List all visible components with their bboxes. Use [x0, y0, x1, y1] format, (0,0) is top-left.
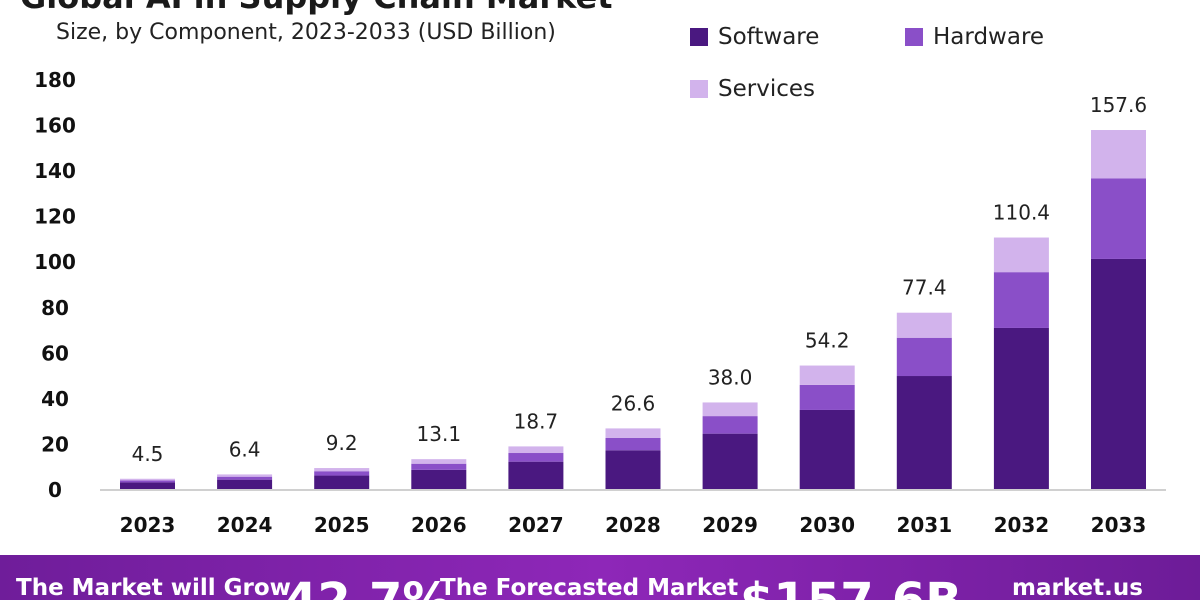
- data-label-total: 13.1: [417, 422, 462, 446]
- data-label-total: 38.0: [708, 365, 753, 389]
- bar-segment-software: [799, 409, 855, 489]
- bar-segment-software: [411, 469, 467, 489]
- data-label-total: 54.2: [805, 329, 850, 353]
- legend-label-hardware: Hardware: [933, 24, 1045, 50]
- x-tick-label: 2024: [217, 513, 273, 537]
- bar-segment-software: [314, 475, 370, 489]
- bar-segment-hardware: [508, 453, 564, 462]
- bar-segment-software: [702, 433, 758, 489]
- bar-segment-services: [217, 474, 273, 477]
- bar-segment-software: [605, 450, 661, 489]
- banner-market-size: $157.6B: [740, 573, 962, 600]
- x-tick-label: 2033: [1091, 513, 1147, 537]
- bar-segment-services: [896, 312, 952, 338]
- legend-swatch-hardware: [905, 28, 923, 46]
- data-label-total: 9.2: [326, 431, 358, 455]
- x-tick-label: 2026: [411, 513, 467, 537]
- bar-segment-services: [1091, 130, 1146, 179]
- data-label-total: 77.4: [902, 276, 947, 300]
- bar-segment-hardware: [120, 480, 175, 483]
- y-tick-label: 80: [41, 296, 69, 320]
- bar-segment-hardware: [605, 437, 661, 451]
- x-tick-label: 2025: [314, 513, 370, 537]
- data-label-total: 6.4: [229, 437, 261, 461]
- x-tick-label: 2032: [994, 513, 1050, 537]
- x-tick-label: 2030: [799, 513, 855, 537]
- x-tick-label: 2031: [896, 513, 952, 537]
- bar-segment-software: [896, 376, 952, 489]
- bar-segment-services: [508, 446, 564, 454]
- bar-segment-software: [217, 479, 273, 489]
- legend-label-software: Software: [718, 24, 820, 50]
- chart-title: Global AI in Supply Chain Market: [20, 0, 613, 16]
- y-tick-label: 20: [41, 432, 69, 456]
- bar-segment-services: [702, 402, 758, 417]
- y-tick-label: 140: [34, 159, 76, 183]
- bar-segment-software: [120, 482, 175, 489]
- bar-segment-hardware: [799, 384, 855, 410]
- y-tick-label: 100: [34, 250, 76, 274]
- stacked-bar-chart: 0 20 40 60 80 100 120 140 160 180 4.5 2023 6.4 2024 9.…: [34, 68, 1166, 537]
- bar-segment-hardware: [217, 476, 273, 480]
- legend-label-services: Services: [718, 76, 815, 102]
- data-label-total: 4.5: [132, 442, 164, 466]
- bar-segment-services: [605, 428, 661, 438]
- x-tick-label: 2029: [702, 513, 758, 537]
- bar-segment-hardware: [896, 337, 952, 377]
- bar-segment-services: [120, 478, 175, 481]
- data-label-total: 26.6: [611, 391, 656, 415]
- y-tick-label: 160: [34, 114, 76, 138]
- bar-segment-software: [1091, 258, 1146, 489]
- banner-forecast-text: The Forecasted Market: [440, 575, 739, 600]
- legend-swatch-services: [690, 80, 708, 98]
- bar-segment-hardware: [314, 471, 370, 476]
- data-label-total: 18.7: [514, 409, 559, 433]
- bar-segment-services: [799, 365, 855, 385]
- bar-segment-hardware: [702, 416, 758, 434]
- y-tick-label: 120: [34, 205, 76, 229]
- y-tick-label: 0: [48, 478, 62, 502]
- x-tick-label: 2028: [605, 513, 661, 537]
- chart-subtitle: Size, by Component, 2023-2033 (USD Billi…: [56, 20, 556, 45]
- bar-segment-hardware: [411, 463, 467, 470]
- bar-segment-services: [411, 459, 467, 464]
- data-label-total: 157.6: [1090, 93, 1147, 117]
- x-tick-label: 2027: [508, 513, 564, 537]
- bar-segment-services: [993, 237, 1049, 273]
- banner-cagr: 42.7%: [284, 573, 451, 600]
- banner-grow-text: The Market will Grow: [16, 575, 291, 600]
- bar-segment-software: [508, 461, 564, 489]
- legend-swatch-software: [690, 28, 708, 46]
- summary-banner: The Market will Grow 42.7% The Forecaste…: [0, 555, 1200, 600]
- bar-segment-hardware: [993, 272, 1049, 328]
- data-label-total: 110.4: [993, 201, 1050, 225]
- x-tick-label: 2023: [120, 513, 176, 537]
- y-tick-label: 40: [41, 387, 69, 411]
- bar-segment-services: [314, 468, 370, 472]
- y-tick-label: 60: [41, 341, 69, 365]
- bar-segment-software: [993, 327, 1049, 489]
- bar-segment-hardware: [1091, 178, 1146, 259]
- banner-source: market.us: [1012, 575, 1143, 600]
- legend-item-services: Services: [690, 76, 815, 102]
- legend-item-software: Software: [690, 24, 819, 50]
- y-tick-label: 180: [34, 68, 76, 92]
- legend-item-hardware: Hardware: [905, 24, 1044, 50]
